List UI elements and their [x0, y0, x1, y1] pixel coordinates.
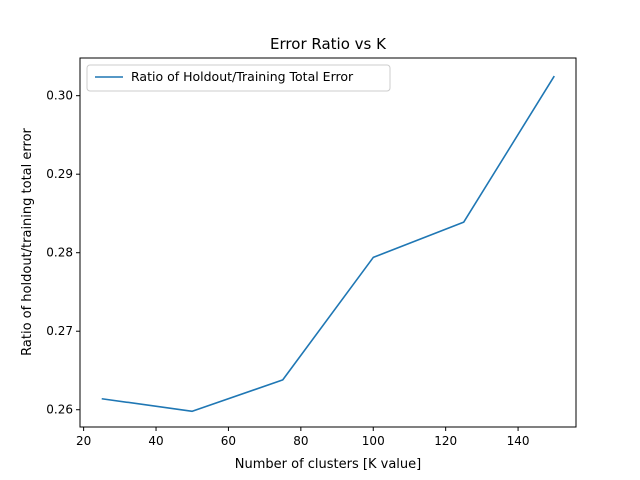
x-tick-label: 40 — [148, 434, 163, 448]
legend-box — [86, 64, 391, 92]
x-tick-label: 100 — [362, 434, 385, 448]
x-tick-label: 120 — [434, 434, 457, 448]
legend: Ratio of Holdout/Training Total Error — [86, 64, 391, 92]
x-tick-label: 80 — [293, 434, 308, 448]
y-axis-label: Ratio of holdout/training total error — [20, 127, 35, 355]
series-points — [101, 76, 555, 412]
y-axis: 0.26 0.27 0.28 0.29 0.30 — [46, 89, 80, 417]
plot-area-frame — [79, 57, 577, 428]
x-tick-label: 60 — [221, 434, 236, 448]
y-tick-label: 0.26 — [46, 403, 73, 417]
y-tick-label: 0.29 — [46, 167, 73, 181]
x-axis-label: Number of clusters [K value] — [235, 457, 421, 472]
x-tick-label: 140 — [507, 434, 530, 448]
y-tick-label: 0.30 — [46, 89, 73, 103]
chart-title: Error Ratio vs K — [270, 35, 387, 53]
series-line — [101, 75, 555, 413]
legend-label: Ratio of Holdout/Training Total Error — [131, 69, 354, 84]
x-tick-label: 20 — [76, 434, 91, 448]
x-axis: 20 40 60 80 100 120 140 — [76, 427, 530, 448]
y-tick-label: 0.28 — [46, 246, 73, 260]
y-tick-label: 0.27 — [46, 324, 73, 338]
